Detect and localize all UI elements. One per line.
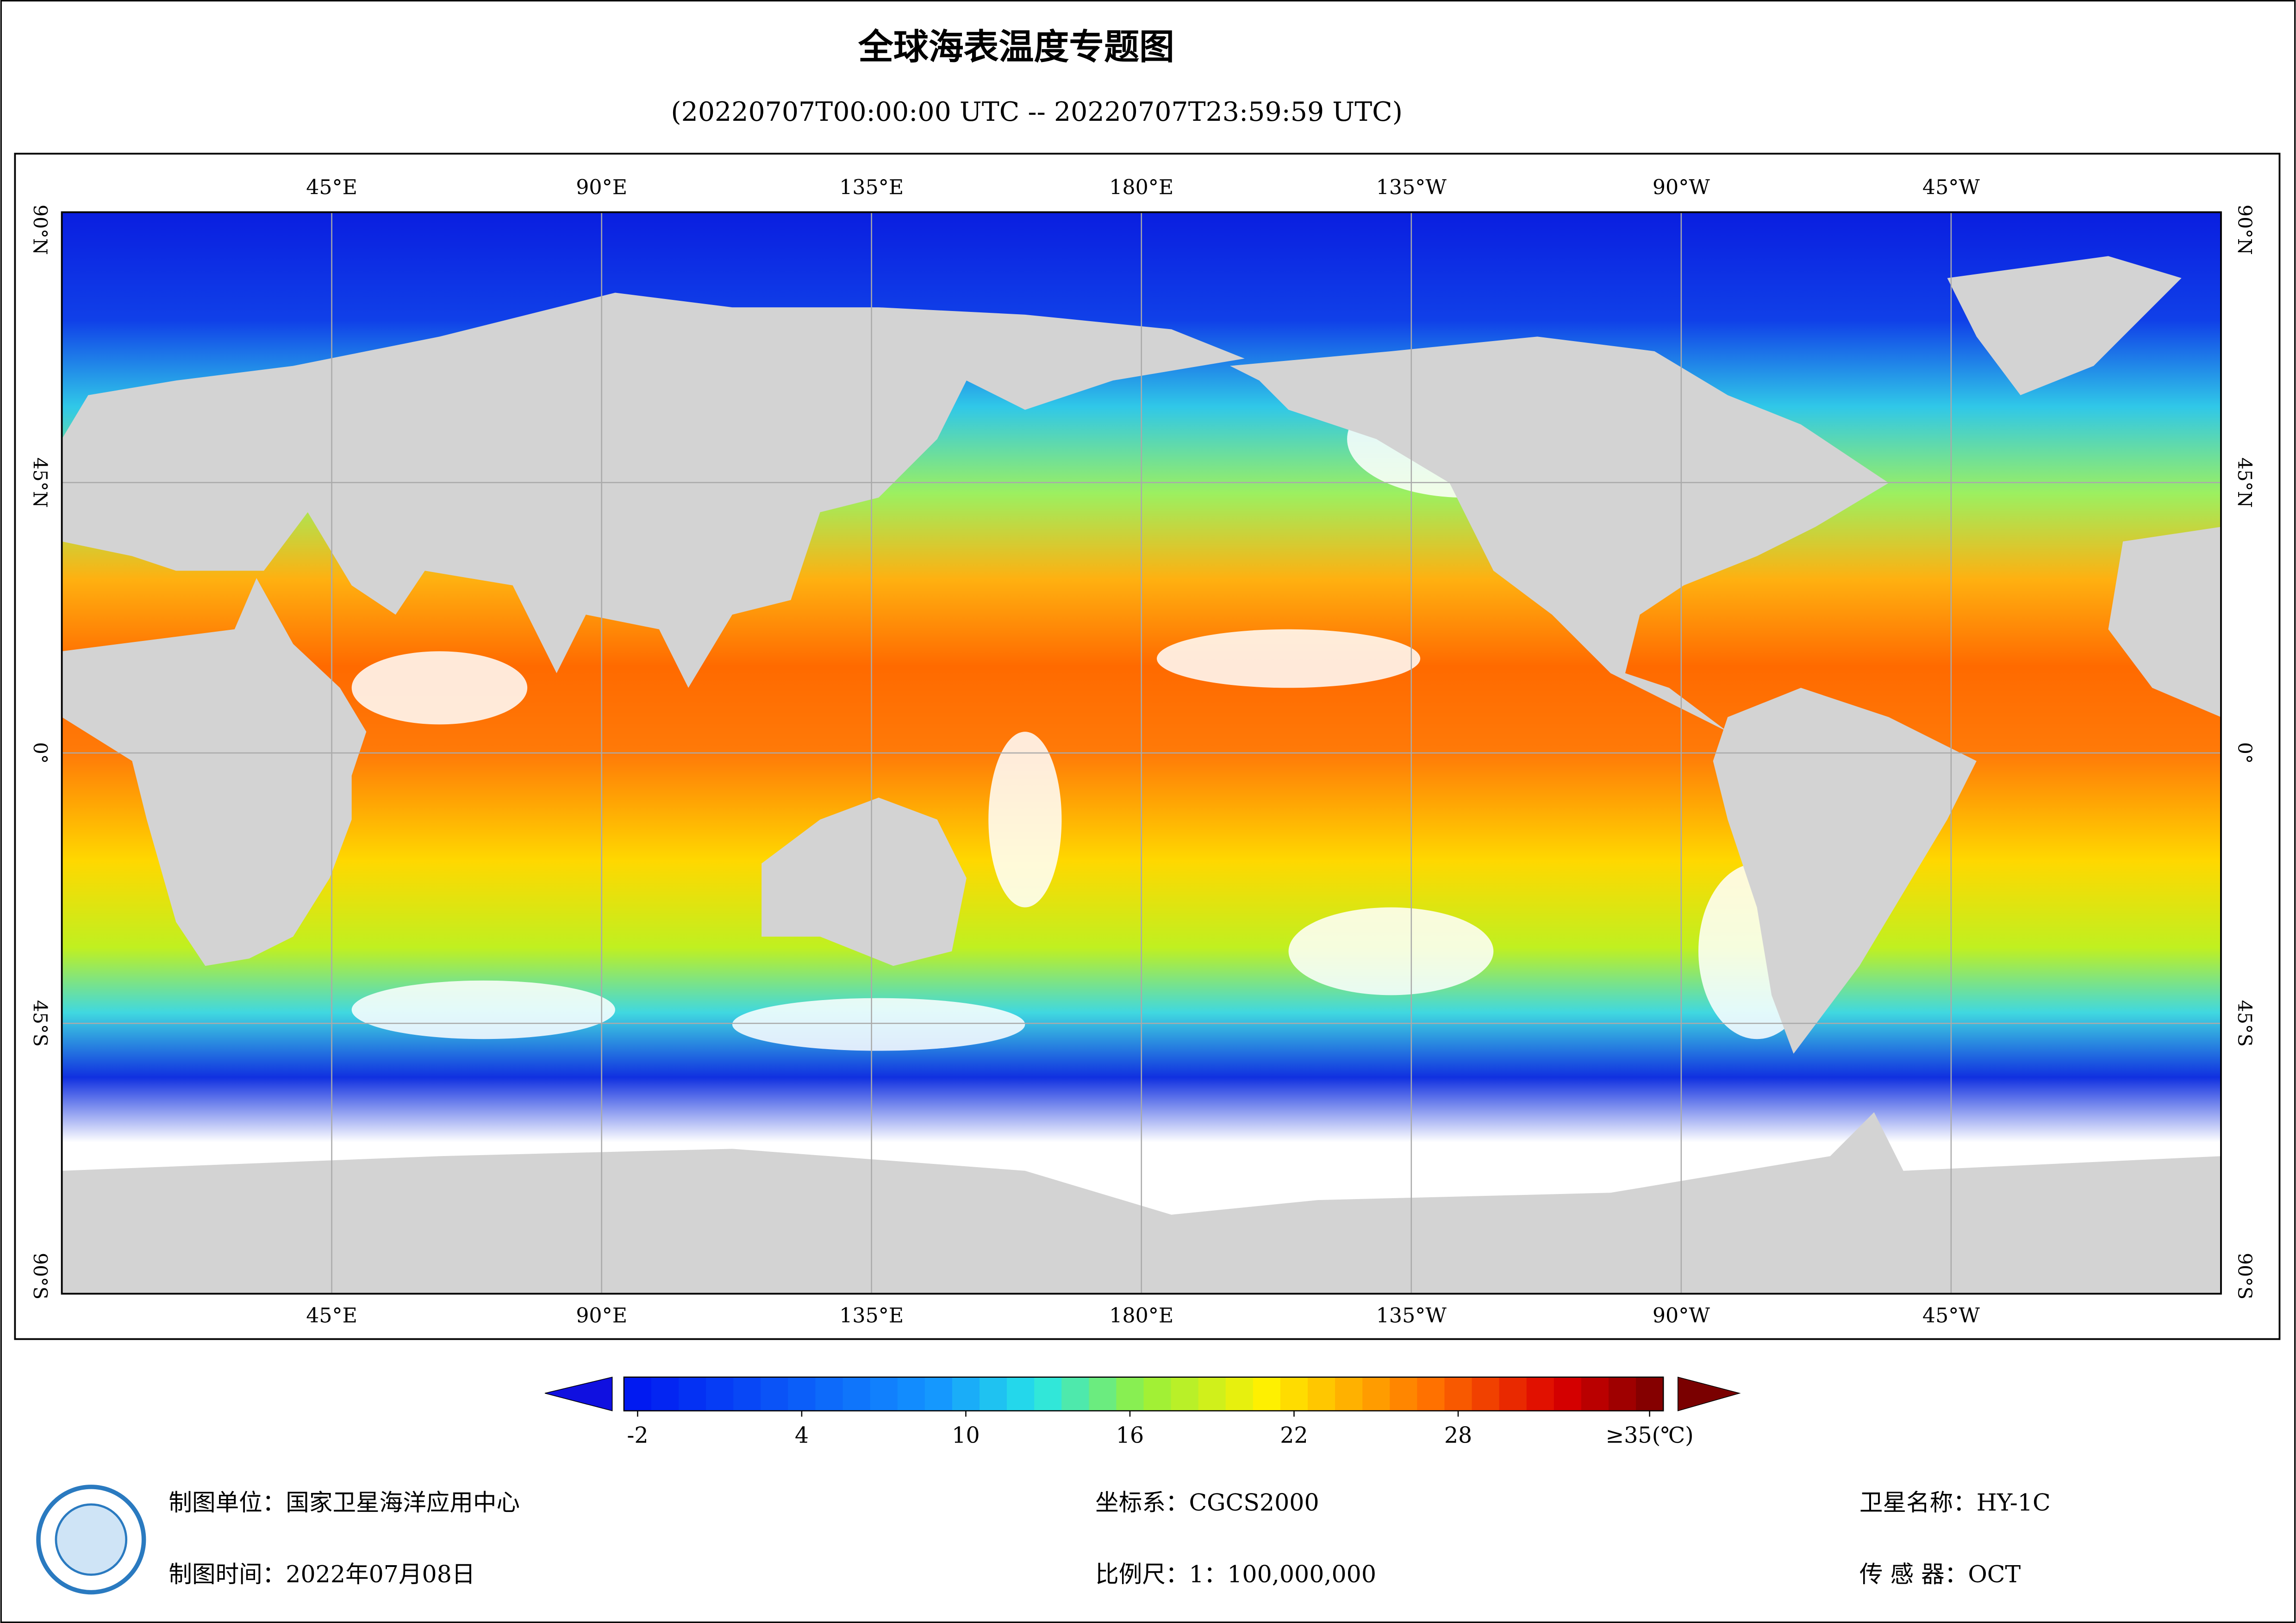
colorbar-max-arrow: [1677, 1376, 1741, 1412]
colorbar: -2 4 10 16 22 28 ≥35(℃): [623, 1376, 1694, 1448]
colorbar-tick-label: 4: [795, 1423, 809, 1448]
lon-tick-label: 45°E: [306, 1304, 357, 1328]
colorbar-step: [1171, 1377, 1199, 1411]
colorbar-step: [1608, 1377, 1637, 1411]
colorbar-step: [1335, 1377, 1363, 1411]
map-border: [61, 211, 2222, 1295]
lat-tick-label: 90°S: [29, 1253, 51, 1300]
logo-inner: [55, 1503, 128, 1576]
colorbar-tick-label: 16: [1116, 1423, 1144, 1448]
colorbar-step: [1362, 1377, 1391, 1411]
colorbar-step: [1280, 1377, 1309, 1411]
colorbar-step: [1554, 1377, 1582, 1411]
colorbar-min-arrow: [544, 1376, 613, 1412]
colorbar-step: [1472, 1377, 1500, 1411]
lat-tick-label: 90°S: [2234, 1253, 2256, 1300]
lon-tick-label: 45°W: [1922, 1304, 1980, 1328]
colorbar-step: [1636, 1377, 1664, 1411]
subtitle: (20220707T00:00:00 UTC -- 20220707T23:59…: [671, 97, 1402, 127]
footer-date: 制图时间：2022年07月08日: [168, 1561, 475, 1588]
colorbar-step: [924, 1377, 953, 1411]
colorbar-step: [1417, 1377, 1445, 1411]
lat-tick-label: 90°N: [2234, 205, 2256, 255]
colorbar-step: [761, 1377, 789, 1411]
lat-tick-label: 90°N: [29, 205, 51, 255]
colorbar-step: [1526, 1377, 1555, 1411]
lon-tick-label: 90°E: [576, 1304, 627, 1328]
colorbar-step: [1034, 1377, 1062, 1411]
footer-unit: 制图单位：国家卫星海洋应用中心: [168, 1489, 520, 1516]
footer-crs: 坐标系：CGCS2000: [1095, 1489, 1319, 1516]
colorbar-step: [1253, 1377, 1281, 1411]
colorbar-step: [1061, 1377, 1090, 1411]
colorbar-step: [842, 1377, 871, 1411]
colorbar-tick-label: 28: [1444, 1423, 1472, 1448]
colorbar-step: [706, 1377, 734, 1411]
colorbar-step: [980, 1377, 1008, 1411]
lon-tick-label: 90°W: [1653, 175, 1710, 199]
map: [61, 211, 2222, 1295]
colorbar-step: [1581, 1377, 1610, 1411]
colorbar-tick-label: 22: [1280, 1423, 1308, 1448]
colorbar-step: [651, 1377, 680, 1411]
lon-tick-label: 45°E: [306, 175, 357, 199]
lat-tick-label: 0°: [2234, 742, 2256, 764]
footer-scale: 比例尺：1：100,000,000: [1095, 1561, 1376, 1588]
lon-tick-label: 90°E: [576, 175, 627, 199]
colorbar-tick-label: -2: [627, 1423, 648, 1448]
colorbar-step: [1444, 1377, 1472, 1411]
colorbar-step: [679, 1377, 707, 1411]
lon-tick-label: 180°E: [1109, 1304, 1173, 1328]
colorbar-step: [1499, 1377, 1527, 1411]
lon-tick-label: 135°W: [1376, 175, 1447, 199]
colorbar-step: [897, 1377, 926, 1411]
lat-tick-label: 0°: [29, 742, 51, 764]
colorbar-border: [623, 1376, 1664, 1412]
colorbar-step: [1198, 1377, 1227, 1411]
logo: [36, 1485, 146, 1595]
lat-tick-label: 45°N: [29, 457, 51, 508]
colorbar-step: [1143, 1377, 1172, 1411]
lat-tick-label: 45°N: [2234, 457, 2256, 508]
title: 全球海表温度专题图: [858, 26, 1174, 68]
lon-tick-label: 135°E: [839, 175, 904, 199]
colorbar-step: [870, 1377, 898, 1411]
lat-tick-label: 45°S: [29, 1000, 51, 1047]
colorbar-tick-label: ≥35(℃): [1606, 1423, 1694, 1448]
colorbar-tick-label: 10: [952, 1423, 980, 1448]
lon-tick-label: 45°W: [1922, 175, 1980, 199]
colorbar-step: [1390, 1377, 1418, 1411]
footer-sensor: 传 感 器：OCT: [1859, 1561, 2021, 1588]
lon-tick-label: 90°W: [1653, 1304, 1710, 1328]
lat-tick-label: 45°S: [2234, 1000, 2256, 1047]
colorbar-step: [1225, 1377, 1254, 1411]
colorbar-step: [624, 1377, 652, 1411]
footer-satellite: 卫星名称：HY-1C: [1859, 1489, 2051, 1516]
lon-tick-label: 135°W: [1376, 1304, 1447, 1328]
colorbar-step: [1308, 1377, 1336, 1411]
colorbar-step: [1116, 1377, 1144, 1411]
colorbar-step: [788, 1377, 816, 1411]
map-frame: [14, 153, 2281, 1340]
lon-tick-label: 135°E: [839, 1304, 904, 1328]
colorbar-step: [952, 1377, 980, 1411]
colorbar-step: [1089, 1377, 1117, 1411]
colorbar-step: [733, 1377, 761, 1411]
colorbar-step: [1007, 1377, 1035, 1411]
colorbar-step: [815, 1377, 843, 1411]
lon-tick-label: 180°E: [1109, 175, 1173, 199]
